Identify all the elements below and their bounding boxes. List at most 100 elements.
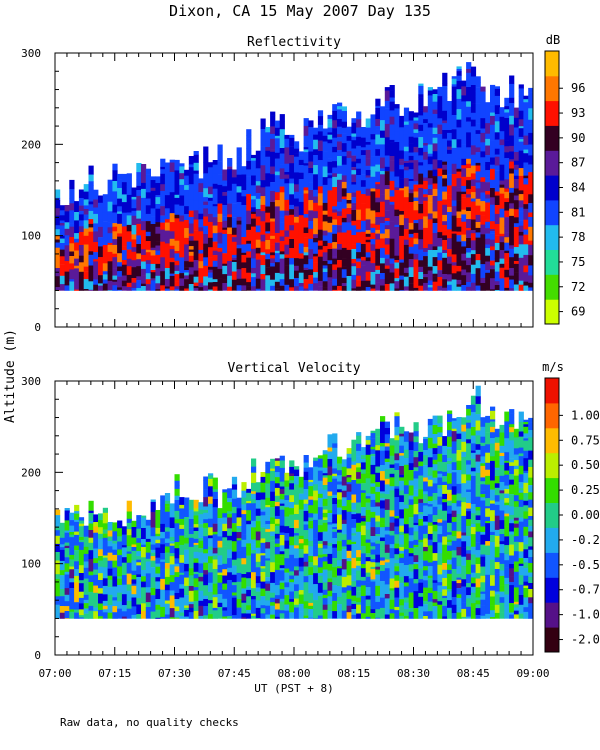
data-cell bbox=[337, 150, 343, 157]
data-cell bbox=[279, 254, 285, 259]
data-cell bbox=[212, 610, 218, 619]
data-cell bbox=[236, 156, 242, 164]
data-cell bbox=[59, 243, 65, 250]
data-cell bbox=[203, 162, 209, 174]
data-cell bbox=[317, 245, 324, 250]
data-cell bbox=[69, 546, 75, 556]
data-cell bbox=[155, 536, 161, 541]
data-cell bbox=[466, 137, 472, 148]
data-cell bbox=[317, 201, 324, 206]
data-cell bbox=[394, 156, 400, 159]
data-cell bbox=[447, 278, 453, 282]
data-cell bbox=[365, 219, 371, 228]
data-cell bbox=[270, 486, 276, 492]
data-cell bbox=[370, 609, 376, 614]
data-cell bbox=[399, 599, 405, 606]
data-cell bbox=[442, 88, 448, 98]
data-cell bbox=[241, 183, 247, 191]
data-cell bbox=[107, 536, 113, 542]
data-cell bbox=[341, 485, 347, 492]
data-cell bbox=[456, 612, 462, 619]
data-cell bbox=[408, 222, 414, 230]
data-cell bbox=[222, 192, 228, 197]
data-cell bbox=[255, 567, 261, 577]
data-cell bbox=[117, 564, 123, 567]
data-cell bbox=[160, 544, 166, 554]
data-cell bbox=[485, 162, 491, 166]
data-cell bbox=[117, 578, 123, 583]
data-cell bbox=[461, 483, 467, 494]
data-cell bbox=[451, 597, 457, 606]
data-cell bbox=[332, 206, 338, 210]
data-cell bbox=[69, 243, 75, 252]
data-cell bbox=[174, 218, 180, 224]
data-cell bbox=[413, 426, 419, 432]
data-cell bbox=[427, 601, 433, 612]
data-cell bbox=[322, 589, 328, 595]
data-cell bbox=[360, 515, 367, 519]
data-cell bbox=[332, 258, 338, 265]
data-cell bbox=[375, 256, 381, 267]
data-cell bbox=[470, 179, 477, 187]
data-cell bbox=[494, 132, 500, 140]
data-cell bbox=[356, 597, 362, 603]
data-cell bbox=[308, 540, 314, 547]
data-cell bbox=[284, 500, 290, 508]
data-cell bbox=[509, 161, 515, 169]
data-cell bbox=[83, 553, 89, 560]
data-cell bbox=[198, 219, 204, 228]
data-cell bbox=[78, 517, 85, 521]
data-cell bbox=[107, 179, 113, 191]
data-cell bbox=[380, 500, 386, 509]
data-cell bbox=[112, 268, 118, 276]
data-cell bbox=[389, 490, 395, 499]
data-cell bbox=[284, 174, 290, 179]
data-cell bbox=[289, 287, 295, 291]
data-cell bbox=[231, 513, 238, 522]
data-cell bbox=[112, 540, 118, 544]
data-cell bbox=[150, 499, 156, 503]
data-cell bbox=[270, 531, 276, 537]
data-cell bbox=[509, 97, 515, 104]
data-cell bbox=[518, 194, 524, 201]
data-cell bbox=[155, 233, 161, 242]
data-cell bbox=[399, 502, 405, 510]
data-cell bbox=[274, 595, 281, 600]
data-cell bbox=[117, 206, 123, 212]
data-cell bbox=[499, 263, 505, 268]
data-cell bbox=[198, 581, 204, 591]
data-cell bbox=[447, 581, 453, 590]
data-cell bbox=[504, 191, 510, 199]
data-cell bbox=[78, 549, 85, 557]
data-cell bbox=[490, 84, 496, 93]
data-cell bbox=[360, 473, 367, 484]
data-cell bbox=[145, 168, 151, 175]
data-cell bbox=[394, 488, 400, 498]
data-cell bbox=[78, 597, 85, 604]
data-cell bbox=[485, 561, 491, 569]
data-cell bbox=[341, 490, 347, 498]
data-cell bbox=[327, 513, 333, 518]
data-cell bbox=[150, 611, 156, 619]
data-cell bbox=[370, 579, 376, 582]
data-cell bbox=[394, 526, 400, 535]
data-cell bbox=[389, 190, 395, 197]
data-cell bbox=[490, 105, 496, 113]
data-cell bbox=[466, 180, 472, 190]
data-cell bbox=[279, 545, 285, 552]
data-cell bbox=[337, 456, 343, 464]
data-cell bbox=[480, 456, 486, 464]
data-cell bbox=[356, 280, 362, 287]
data-cell bbox=[55, 208, 61, 216]
data-cell bbox=[380, 216, 386, 224]
data-cell bbox=[212, 241, 218, 249]
data-cell bbox=[494, 281, 500, 286]
data-cell bbox=[403, 508, 410, 515]
data-cell bbox=[399, 453, 405, 456]
data-cell bbox=[346, 203, 352, 209]
data-cell bbox=[121, 557, 128, 563]
data-cell bbox=[303, 503, 309, 512]
data-cell bbox=[370, 549, 376, 555]
data-cell bbox=[255, 583, 261, 588]
data-cell bbox=[408, 283, 414, 291]
